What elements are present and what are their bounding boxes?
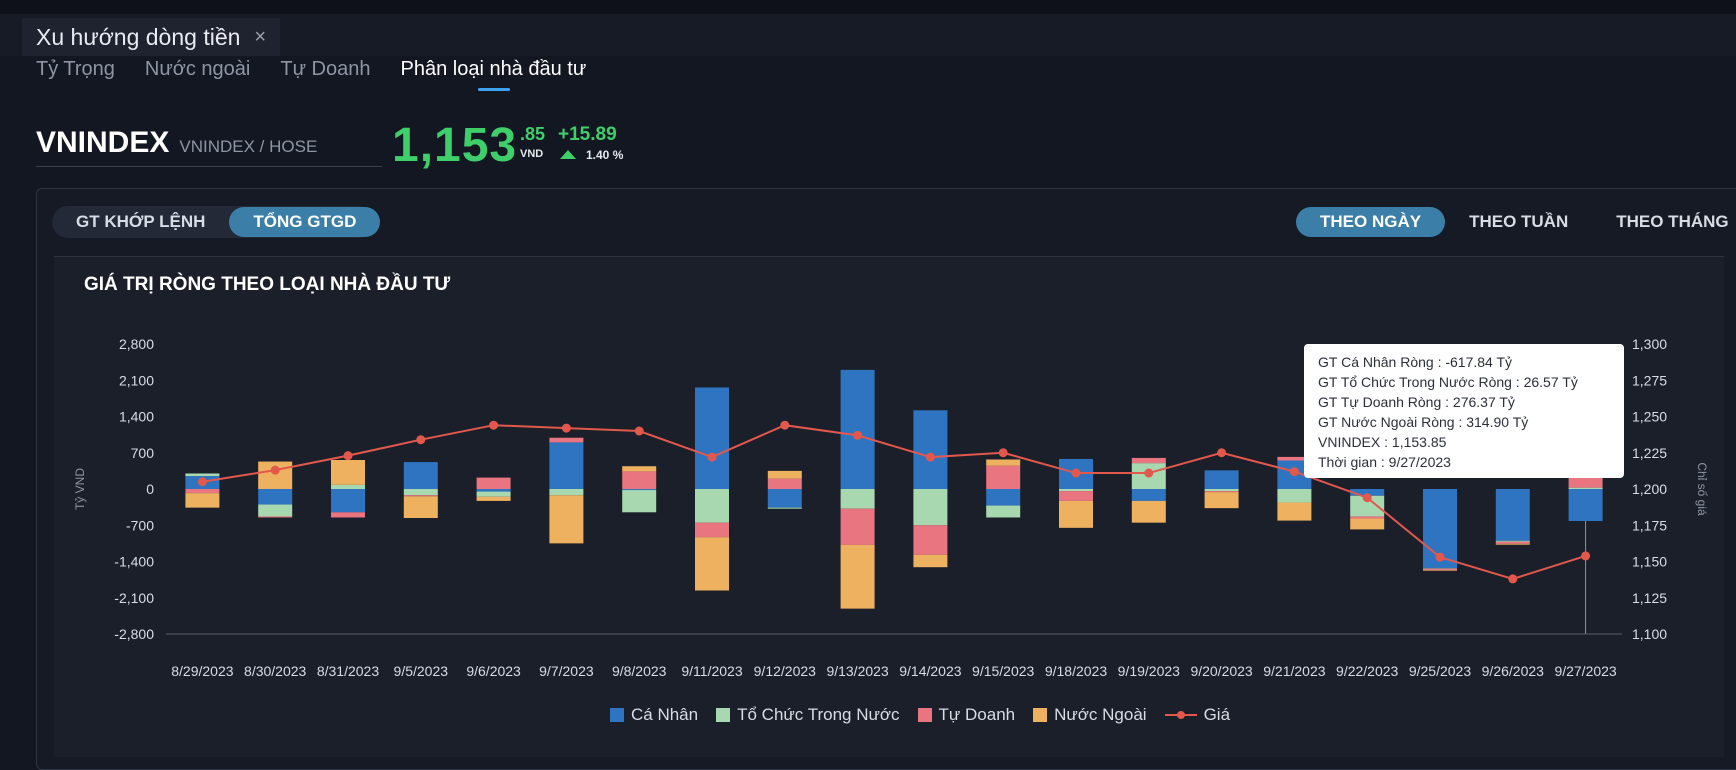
legend-swatch	[716, 708, 731, 722]
legend-ca-nhan[interactable]: Cá Nhân	[610, 705, 698, 725]
toggle-theo-ngay[interactable]: THEO NGÀY	[1296, 207, 1446, 237]
close-icon[interactable]: ×	[254, 25, 267, 48]
tooltip-line: GT Tổ Chức Trong Nước Ròng : 26.57 Tỷ	[1318, 374, 1578, 390]
legend-swatch	[1033, 708, 1048, 722]
chart-tooltip: GT Cá Nhân Ròng : -617.84 Tỷ GT Tổ Chức …	[1304, 344, 1624, 478]
legend-label: Cá Nhân	[631, 705, 699, 724]
legend-swatch	[917, 708, 932, 722]
period-toggle: THEO NGÀY THEO TUẦN THEO THÁNG	[1296, 206, 1736, 238]
window-tab[interactable]: Xu hướng dòng tiền ×	[22, 18, 281, 56]
toggle-theo-tuan[interactable]: THEO TUẦN	[1469, 212, 1569, 231]
tab-ty-trong[interactable]: Tỷ Trọng	[36, 58, 115, 80]
chart-card	[54, 256, 1724, 757]
legend-nuoc-ngoai[interactable]: Nước Ngoài	[1033, 705, 1147, 725]
symbol-selector[interactable]: VNINDEX VNINDEX / HOSE	[36, 126, 382, 167]
symbol-exchange: VNINDEX / HOSE	[179, 137, 318, 156]
legend-tu-doanh[interactable]: Tự Doanh	[917, 705, 1016, 725]
price-unit: VND	[520, 148, 544, 160]
legend-gia[interactable]: Giá	[1164, 705, 1231, 725]
top-bar	[0, 0, 1736, 14]
chart-legend: Cá Nhân Tổ Chức Trong Nước Tự Doanh Nước…	[610, 705, 1230, 725]
price-change-percent: 1.40 %	[586, 148, 624, 162]
chart-title: GIÁ TRỊ RÒNG THEO LOẠI NHÀ ĐẦU TƯ	[84, 274, 451, 295]
window-tab-title: Xu hướng dòng tiền	[36, 23, 241, 50]
tab-phan-loai-nha-dau-tu[interactable]: Phân loại nhà đầu tư	[400, 58, 586, 91]
tooltip-line: GT Nước Ngoài Ròng : 314.90 Tỷ	[1318, 414, 1529, 430]
tab-nuoc-ngoai[interactable]: Nước ngoài	[144, 58, 251, 80]
legend-swatch	[610, 708, 624, 722]
legend-label: Tự Doanh	[938, 705, 1016, 724]
price-decimal: .85	[520, 124, 546, 144]
value-toggle: GT KHỚP LỆNH TỔNG GTGD	[52, 206, 381, 238]
tooltip-line: Thời gian : 9/27/2023	[1318, 454, 1451, 470]
price-change: +15.89	[558, 124, 617, 145]
arrow-up-icon	[560, 150, 576, 159]
tooltip-line: GT Cá Nhân Ròng : -617.84 Tỷ	[1318, 354, 1513, 370]
toggle-tong-gtgd[interactable]: TỔNG GTGD	[229, 207, 381, 237]
legend-label: Nước Ngoài	[1054, 705, 1147, 724]
tooltip-line: VNINDEX : 1,153.85	[1318, 434, 1447, 450]
legend-to-chuc[interactable]: Tổ Chức Trong Nước	[716, 705, 900, 725]
legend-label: Tổ Chức Trong Nước	[737, 705, 900, 724]
toggle-theo-thang[interactable]: THEO THÁNG	[1616, 212, 1729, 231]
toggle-gt-khop-lenh[interactable]: GT KHỚP LỆNH	[76, 212, 206, 231]
symbol-code: VNINDEX	[36, 126, 170, 159]
tab-tu-doanh[interactable]: Tự Doanh	[280, 58, 371, 80]
legend-label: Giá	[1203, 705, 1231, 724]
window-tab-strip	[0, 14, 1736, 56]
tooltip-line: GT Tự Doanh Ròng : 276.37 Tỷ	[1318, 394, 1515, 410]
price-main: 1,153	[392, 119, 518, 172]
legend-line-icon	[1164, 711, 1197, 719]
sub-tabs: Tỷ Trọng Nước ngoài Tự Doanh Phân loại n…	[36, 58, 586, 91]
